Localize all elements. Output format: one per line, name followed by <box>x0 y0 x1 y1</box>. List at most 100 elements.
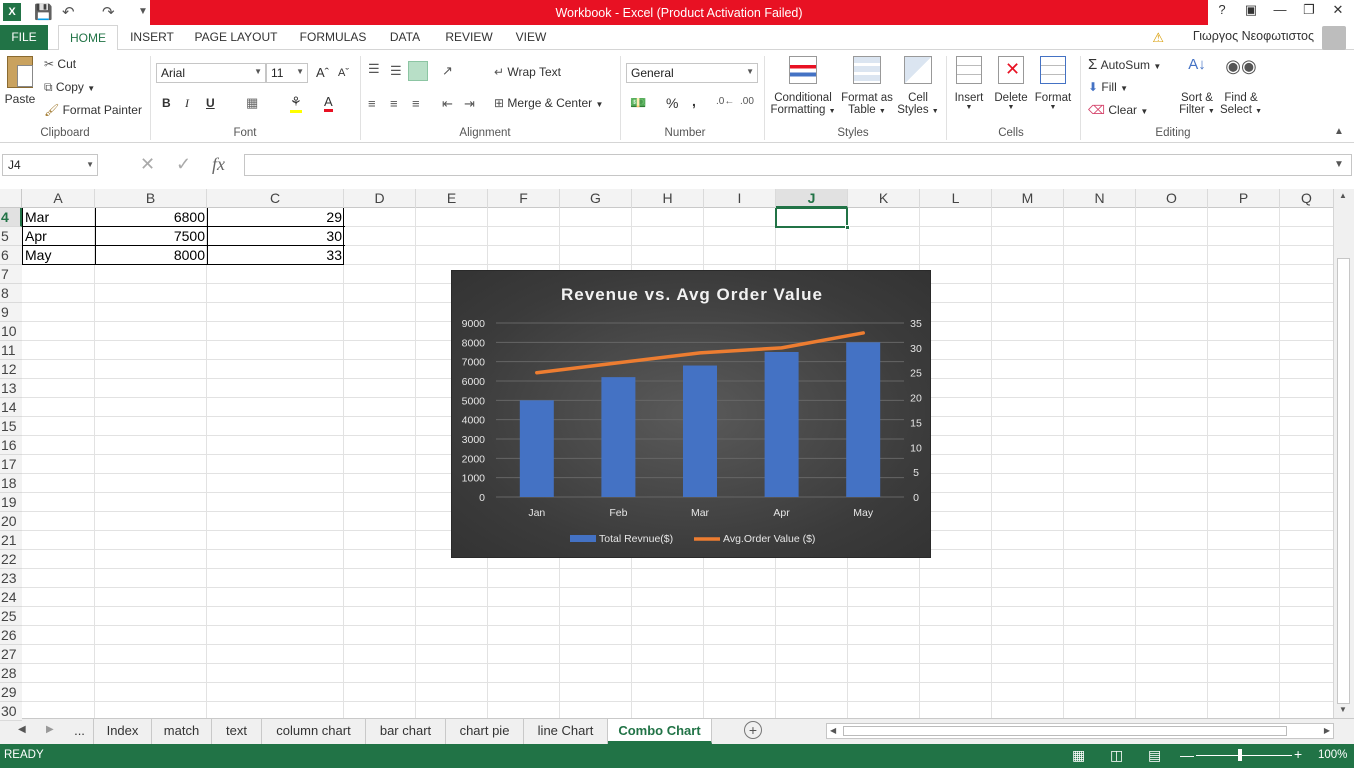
tab-file[interactable]: FILE <box>0 25 48 50</box>
sheet-tab-text[interactable]: text <box>212 719 262 744</box>
user-name[interactable]: Γιωργος Νεοφωτιστος <box>1192 29 1314 43</box>
row-header[interactable]: 22 <box>0 550 22 569</box>
tab-view[interactable]: VIEW <box>515 30 547 44</box>
collapse-ribbon-icon[interactable]: ▲ <box>1334 126 1344 137</box>
row-header[interactable]: 24 <box>0 588 22 607</box>
prev-sheet-icon[interactable]: ◀ <box>18 724 26 735</box>
column-header[interactable]: E <box>416 189 488 208</box>
name-box[interactable]: J4 ▼ <box>2 154 98 176</box>
sort-filter-button[interactable]: A↓ Sort & Filter ▼ <box>1176 56 1218 116</box>
insert-cells-button[interactable]: Insert ▼ <box>950 56 988 111</box>
row-header[interactable]: 20 <box>0 512 22 531</box>
font-size-select[interactable]: 11 ▼ <box>266 63 308 83</box>
italic-button[interactable]: I <box>185 96 189 110</box>
restore-icon[interactable]: ❐ <box>1303 2 1315 17</box>
normal-view-icon[interactable]: ▦ <box>1072 747 1086 763</box>
expand-formula-icon[interactable]: ▼ <box>1334 159 1344 170</box>
format-cells-button[interactable]: Format ▼ <box>1032 56 1074 111</box>
column-header[interactable]: H <box>632 189 704 208</box>
column-header[interactable]: C <box>207 189 344 208</box>
sheet-tab-bar-chart[interactable]: bar chart <box>366 719 446 744</box>
row-header[interactable]: 14 <box>0 398 22 417</box>
column-header[interactable]: I <box>704 189 776 208</box>
sheet-tab-match[interactable]: match <box>152 719 212 744</box>
find-select-button[interactable]: ◉◉ Find & Select ▼ <box>1220 56 1263 116</box>
scroll-up-icon[interactable]: ▲ <box>1339 191 1347 200</box>
row-header[interactable]: 19 <box>0 493 22 512</box>
row-header[interactable]: 30 <box>0 702 22 721</box>
autosum-button[interactable]: Σ AutoSum ▼ <box>1088 56 1162 73</box>
column-header[interactable]: Q <box>1301 190 1312 206</box>
align-center-icon[interactable]: ≡ <box>390 96 398 111</box>
number-format-select[interactable]: General ▼ <box>626 63 758 83</box>
sheet-tab-chart-pie[interactable]: chart pie <box>446 719 524 744</box>
avatar[interactable] <box>1322 26 1346 50</box>
combo-chart[interactable]: Revenue vs. Avg Order Value 0 1000 2000 300… <box>451 270 931 558</box>
tab-review[interactable]: REVIEW <box>445 30 493 44</box>
customize-toolbar-icon[interactable]: ▼ <box>138 6 148 17</box>
row-header[interactable]: 21 <box>0 531 22 550</box>
scroll-left-icon[interactable]: ◀ <box>830 726 837 735</box>
conditional-formatting-button[interactable]: Conditional Formatting ▼ <box>770 56 836 116</box>
cut-button[interactable]: ✂ Cut <box>44 57 77 71</box>
tab-insert[interactable]: INSERT <box>130 30 174 44</box>
align-bottom-icon[interactable] <box>408 61 428 81</box>
column-header[interactable]: A <box>22 189 95 208</box>
column-header[interactable]: G <box>560 189 632 208</box>
row-header[interactable]: 23 <box>0 569 22 588</box>
tab-data[interactable]: DATA <box>389 30 421 44</box>
page-break-view-icon[interactable]: ▤ <box>1148 747 1162 763</box>
copy-button[interactable]: ⧉ Copy ▼ <box>44 80 96 94</box>
row-header[interactable]: 27 <box>0 645 22 664</box>
row-header[interactable]: 12 <box>0 360 22 379</box>
tab-home[interactable]: HOME <box>58 25 118 51</box>
ribbon-display-icon[interactable]: ▣ <box>1244 2 1258 17</box>
cell-c6[interactable]: 33 <box>326 247 342 263</box>
close-icon[interactable]: ✕ <box>1332 2 1344 17</box>
clear-button[interactable]: ⌫ Clear ▼ <box>1088 103 1149 117</box>
column-header[interactable]: F <box>488 189 560 208</box>
sheet-tab-combo-chart[interactable]: Combo Chart <box>608 719 712 744</box>
cancel-entry-icon[interactable]: ✕ <box>140 154 156 174</box>
zoom-level[interactable]: 100% <box>1318 749 1348 761</box>
redo-icon[interactable]: ↷ <box>102 4 115 21</box>
row-header[interactable]: 29 <box>0 683 22 702</box>
align-top-icon[interactable]: ☰ <box>368 61 380 76</box>
decrease-decimal-icon[interactable]: .00 <box>740 96 754 107</box>
scroll-down-icon[interactable]: ▼ <box>1339 705 1347 714</box>
increase-font-icon[interactable]: Aˆ <box>316 65 329 80</box>
column-header[interactable]: B <box>95 189 207 208</box>
page-layout-view-icon[interactable]: ◫ <box>1110 747 1124 763</box>
formula-input[interactable] <box>244 154 1352 176</box>
align-right-icon[interactable]: ≡ <box>412 96 420 111</box>
paste-button[interactable]: Paste <box>4 56 36 120</box>
sheet-tab-more[interactable]: ... <box>66 719 94 744</box>
column-header[interactable]: O <box>1136 189 1208 208</box>
select-all-corner[interactable] <box>0 189 22 208</box>
column-header[interactable]: P <box>1208 189 1280 208</box>
undo-icon[interactable]: ↶ <box>62 4 75 21</box>
column-header[interactable]: N <box>1064 189 1136 208</box>
decrease-font-icon[interactable]: Aˇ <box>338 67 349 79</box>
underline-button[interactable]: U <box>206 96 215 110</box>
cell-c4[interactable]: 29 <box>326 209 342 225</box>
orientation-icon[interactable]: ↗ <box>442 63 453 78</box>
comma-button[interactable]: , <box>692 93 696 109</box>
minimize-icon[interactable]: — <box>1273 2 1287 17</box>
horizontal-scroll-thumb[interactable] <box>843 726 1287 736</box>
merge-center-button[interactable]: ⊞ Merge & Center ▼ <box>494 96 604 110</box>
row-header[interactable]: 6 <box>0 246 22 265</box>
cell-c5[interactable]: 30 <box>326 228 342 244</box>
excel-logo-icon[interactable]: X <box>3 3 21 21</box>
column-header-active[interactable]: J <box>776 189 848 208</box>
active-cell-j4[interactable] <box>775 208 850 230</box>
cell-a4[interactable]: Mar <box>25 209 50 225</box>
increase-decimal-icon[interactable]: .0← <box>716 96 735 107</box>
font-name-select[interactable]: Arial ▼ <box>156 63 266 83</box>
new-sheet-icon[interactable]: + <box>744 721 762 739</box>
zoom-slider-thumb[interactable] <box>1238 749 1242 761</box>
horizontal-scrollbar[interactable]: ◀ ▶ <box>826 723 1334 739</box>
sheet-tab-index[interactable]: Index <box>94 719 152 744</box>
column-header[interactable]: K <box>848 189 920 208</box>
row-header[interactable]: 9 <box>0 303 22 322</box>
